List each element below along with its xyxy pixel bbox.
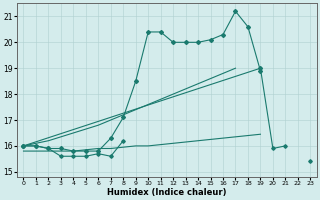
X-axis label: Humidex (Indice chaleur): Humidex (Indice chaleur) — [107, 188, 227, 197]
